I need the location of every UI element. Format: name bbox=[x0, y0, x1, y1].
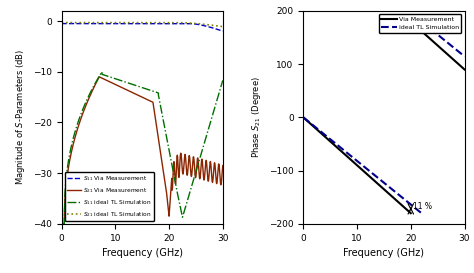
Legend: Via Measurement, ideal TL Simulation: Via Measurement, ideal TL Simulation bbox=[379, 14, 461, 33]
X-axis label: Frequency (GHz): Frequency (GHz) bbox=[344, 248, 424, 258]
Legend: $S_{11}$ Via Measurement, $S_{21}$ Via Measurement, $S_{11}$ ideal TL Simulation: $S_{11}$ Via Measurement, $S_{21}$ Via M… bbox=[64, 172, 154, 221]
X-axis label: Frequency (GHz): Frequency (GHz) bbox=[102, 248, 182, 258]
Y-axis label: Magnitude of $S$-Parameters (dB): Magnitude of $S$-Parameters (dB) bbox=[14, 49, 27, 185]
Y-axis label: Phase $S_{21}$ (Degree): Phase $S_{21}$ (Degree) bbox=[250, 76, 264, 158]
Text: 11 %: 11 % bbox=[413, 202, 432, 211]
